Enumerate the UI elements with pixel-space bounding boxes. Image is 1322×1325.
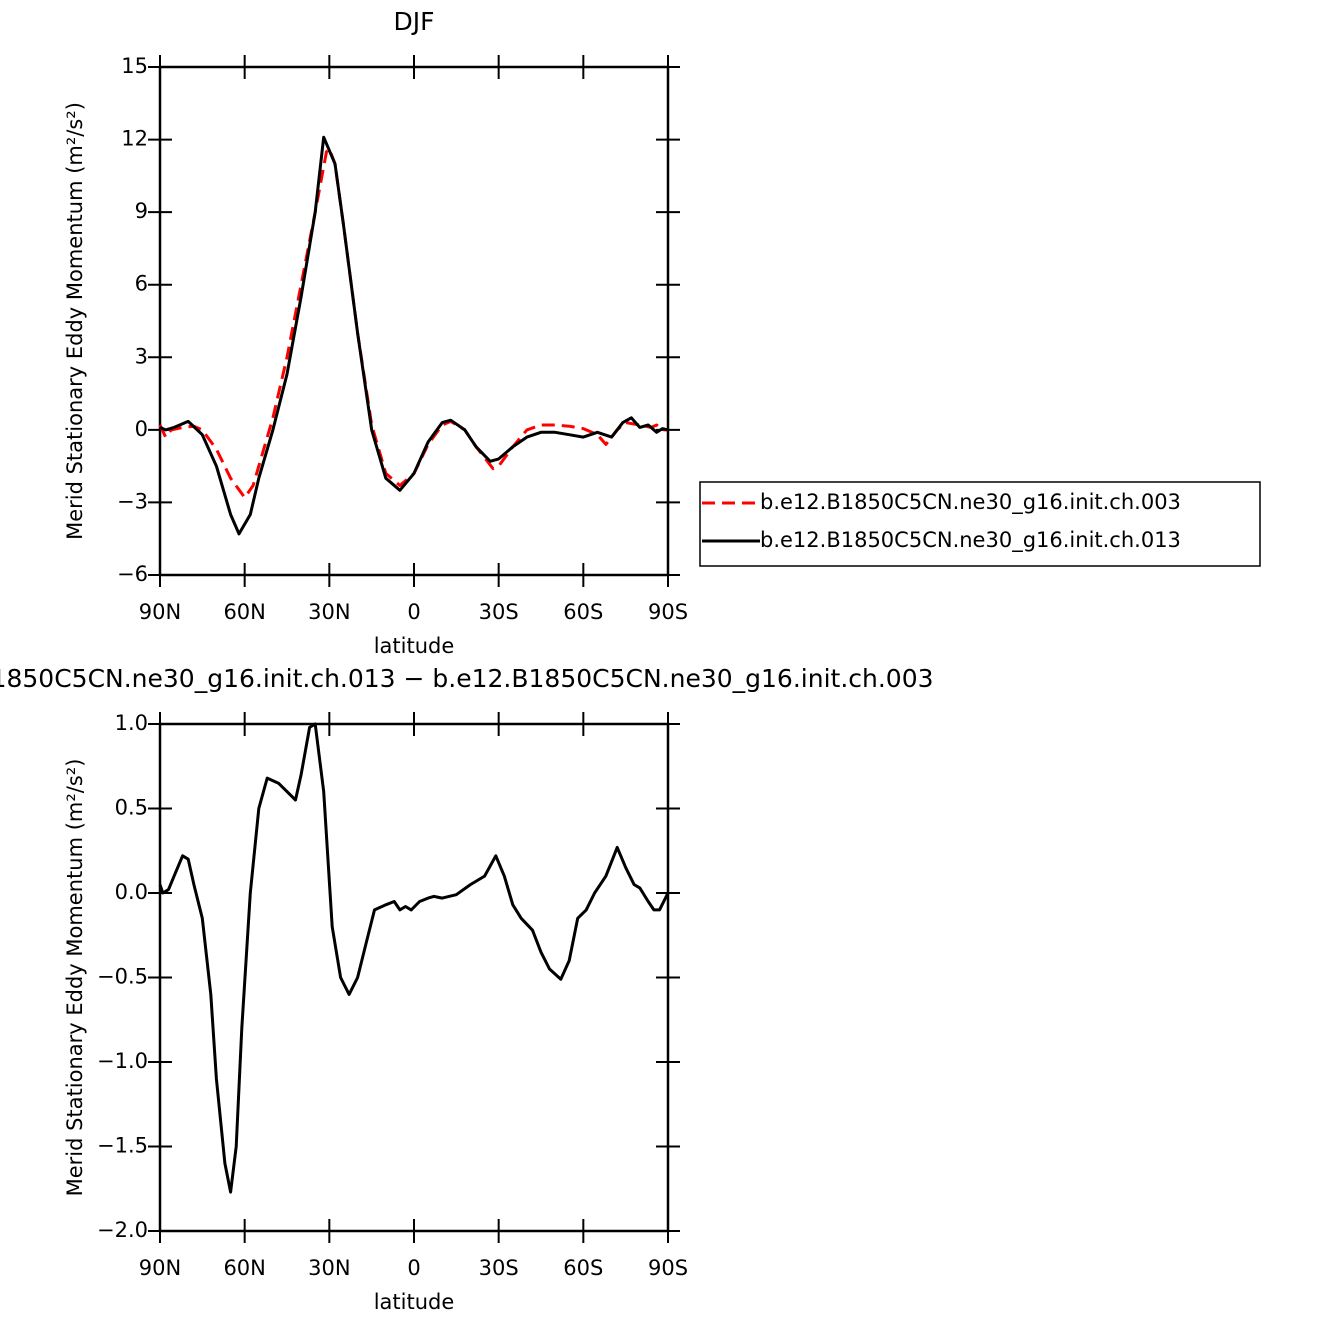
x-tick-label: 60N	[223, 1256, 265, 1280]
x-tick-label: 0	[407, 600, 420, 624]
x-tick-label: 0	[407, 1256, 420, 1280]
y-tick-label: −1.0	[97, 1049, 148, 1073]
x-axis-label: latitude	[374, 634, 455, 658]
chart-title: DJF	[393, 7, 434, 36]
y-tick-label: −2.0	[97, 1218, 148, 1242]
y-tick-label: −0.5	[97, 965, 148, 989]
x-tick-label: 90S	[648, 1256, 688, 1280]
x-tick-label: 30S	[479, 1256, 519, 1280]
y-tick-label: 15	[121, 54, 148, 78]
x-tick-label: 60S	[563, 600, 603, 624]
y-tick-label: 0.5	[115, 796, 148, 820]
plot-frame	[158, 65, 670, 577]
plot-frame	[158, 722, 670, 1233]
x-tick-label: 30N	[308, 600, 350, 624]
x-tick-label: 60S	[563, 1256, 603, 1280]
x-tick-label: 60N	[223, 600, 265, 624]
data-line	[158, 147, 668, 500]
y-tick-label: 0	[135, 417, 148, 441]
y-axis-label: Merid Stationary Eddy Momentum (m²/s²)	[63, 759, 87, 1197]
x-tick-label: 30N	[308, 1256, 350, 1280]
y-tick-label: 3	[135, 344, 148, 368]
y-tick-label: 6	[135, 272, 148, 296]
data-line	[159, 135, 669, 536]
data-line	[158, 722, 670, 1194]
y-tick-label: 1.0	[115, 711, 148, 735]
chart-title: b.e12.B1850C5CN.ne30_g16.init.ch.013 − b…	[0, 664, 934, 693]
x-tick-label: 30S	[479, 600, 519, 624]
y-tick-label: 12	[121, 127, 148, 151]
y-tick-label: −6	[117, 562, 148, 586]
y-tick-label: 0.0	[115, 880, 148, 904]
legend-label: b.e12.B1850C5CN.ne30_g16.init.ch.003	[760, 490, 1181, 515]
x-tick-label: 90N	[139, 1256, 181, 1280]
y-axis-label: Merid Stationary Eddy Momentum (m²/s²)	[63, 102, 87, 540]
x-tick-label: 90S	[648, 600, 688, 624]
y-tick-label: 9	[135, 199, 148, 223]
legend-label: b.e12.B1850C5CN.ne30_g16.init.ch.013	[760, 528, 1181, 553]
x-axis-label: latitude	[374, 1290, 455, 1314]
legend-box	[699, 481, 1261, 567]
y-tick-label: −3	[117, 489, 148, 513]
y-tick-label: −1.5	[97, 1134, 148, 1158]
x-tick-label: 90N	[139, 600, 181, 624]
